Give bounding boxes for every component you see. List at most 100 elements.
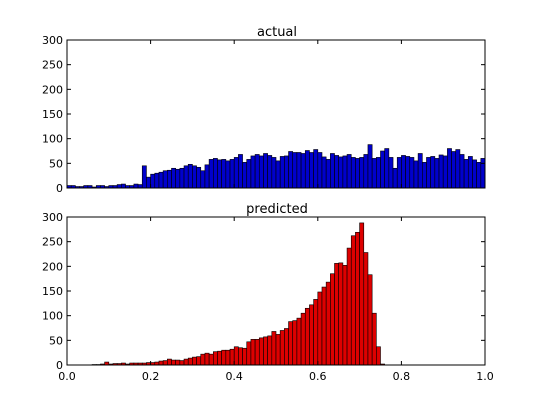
predicted-xtick-label: 0.6 (309, 370, 327, 383)
predicted-bar (296, 317, 302, 366)
actual-bar (162, 170, 168, 189)
actual-bar (421, 162, 427, 189)
predicted-bar (196, 356, 202, 366)
predicted-bar (304, 307, 310, 366)
actual-bar (141, 165, 147, 189)
actual-bar (225, 160, 231, 189)
actual-bar (447, 148, 452, 189)
actual-bar (179, 167, 185, 189)
actual-axes-frame (66, 39, 486, 189)
actual-bar (384, 148, 390, 189)
actual-bar (434, 158, 440, 189)
actual-bar (338, 156, 344, 189)
actual-bar (292, 152, 298, 189)
predicted-bar (192, 356, 197, 366)
actual-bar (367, 144, 373, 189)
actual-bar (376, 157, 381, 189)
actual-bar (221, 159, 227, 189)
predicted-bar (292, 320, 298, 366)
predicted-bar (363, 252, 369, 366)
predicted-bar (359, 222, 365, 366)
predicted-x-axis: 0.0 0.2 0.4 0.6 0.8 1.0 (58, 217, 494, 383)
predicted-y-axis: 0 50 100 150 200 250 300 (42, 211, 485, 372)
actual-bar (279, 156, 285, 189)
actual-bar (300, 153, 306, 189)
actual-bar (472, 159, 477, 189)
predicted-bar (167, 358, 172, 366)
actual-bar (217, 159, 222, 189)
actual-bar (146, 176, 151, 189)
actual-title: actual (257, 25, 297, 40)
actual-ytick-label: 150 (42, 108, 63, 121)
predicted-bar (288, 321, 294, 366)
predicted-bar (325, 281, 331, 366)
actual-bar (396, 157, 402, 189)
predicted-title: predicted (246, 202, 308, 217)
actual-bar (392, 167, 398, 189)
predicted-ytick-label: 0 (56, 359, 63, 372)
actual-bar (213, 158, 218, 189)
predicted-bars (91, 222, 385, 366)
predicted-bar (213, 351, 218, 366)
actual-bar (296, 152, 302, 189)
predicted-ytick-label: 200 (42, 260, 63, 273)
actual-bar (284, 155, 289, 189)
actual-bar (380, 150, 385, 189)
actual-bar (246, 159, 252, 189)
actual-ytick-label: 250 (42, 59, 63, 72)
predicted-bar (284, 328, 289, 366)
actual-y-axis: 0 50 100 150 200 250 300 (42, 34, 485, 195)
predicted-bar (267, 335, 273, 366)
actual-bar (363, 154, 369, 189)
actual-bar (313, 149, 319, 189)
actual-bar (304, 150, 310, 189)
predicted-bar (338, 262, 344, 366)
predicted-bar (204, 352, 210, 366)
predicted-bar (342, 265, 348, 366)
actual-bar (171, 167, 176, 189)
predicted-bar (263, 336, 268, 366)
predicted-bar (309, 304, 314, 366)
predicted-bar (346, 247, 352, 366)
predicted-bar (321, 286, 327, 366)
predicted-bar (371, 312, 377, 366)
actual-bar (371, 158, 377, 189)
predicted-bar (225, 349, 231, 366)
predicted-bar (238, 347, 243, 366)
actual-panel: actual 0 50 100 150 200 250 300 (42, 25, 486, 195)
actual-bar (476, 162, 482, 189)
actual-bar (346, 154, 352, 189)
actual-bar (309, 152, 314, 189)
predicted-bar (313, 299, 319, 366)
actual-bar (196, 166, 202, 189)
actual-bar (455, 149, 461, 189)
predicted-axes-frame (66, 216, 486, 366)
actual-ytick-label: 100 (42, 133, 63, 146)
predicted-bar (300, 312, 306, 366)
actual-bar (133, 183, 139, 189)
predicted-bar (242, 347, 248, 366)
actual-bar (451, 151, 457, 189)
predicted-bar (330, 273, 335, 366)
predicted-xtick-label: 1.0 (476, 370, 494, 383)
predicted-bar (334, 263, 339, 366)
actual-bar (250, 155, 256, 189)
actual-bar (463, 159, 469, 189)
actual-bar (150, 173, 156, 189)
predicted-bar (179, 360, 185, 366)
predicted-bar (233, 346, 239, 366)
actual-bar (208, 159, 214, 189)
actual-ytick-label: 0 (56, 182, 63, 195)
actual-ytick-label: 50 (49, 157, 63, 170)
predicted-bar (250, 339, 256, 366)
predicted-bar (279, 330, 285, 366)
predicted-xtick-label: 0.8 (393, 370, 411, 383)
actual-bar (137, 184, 143, 189)
actual-bar (275, 160, 281, 189)
predicted-ytick-label: 300 (42, 211, 63, 224)
actual-bar (459, 154, 465, 189)
actual-bar (350, 157, 356, 189)
predicted-bar (258, 337, 264, 366)
predicted-bar (254, 339, 260, 366)
